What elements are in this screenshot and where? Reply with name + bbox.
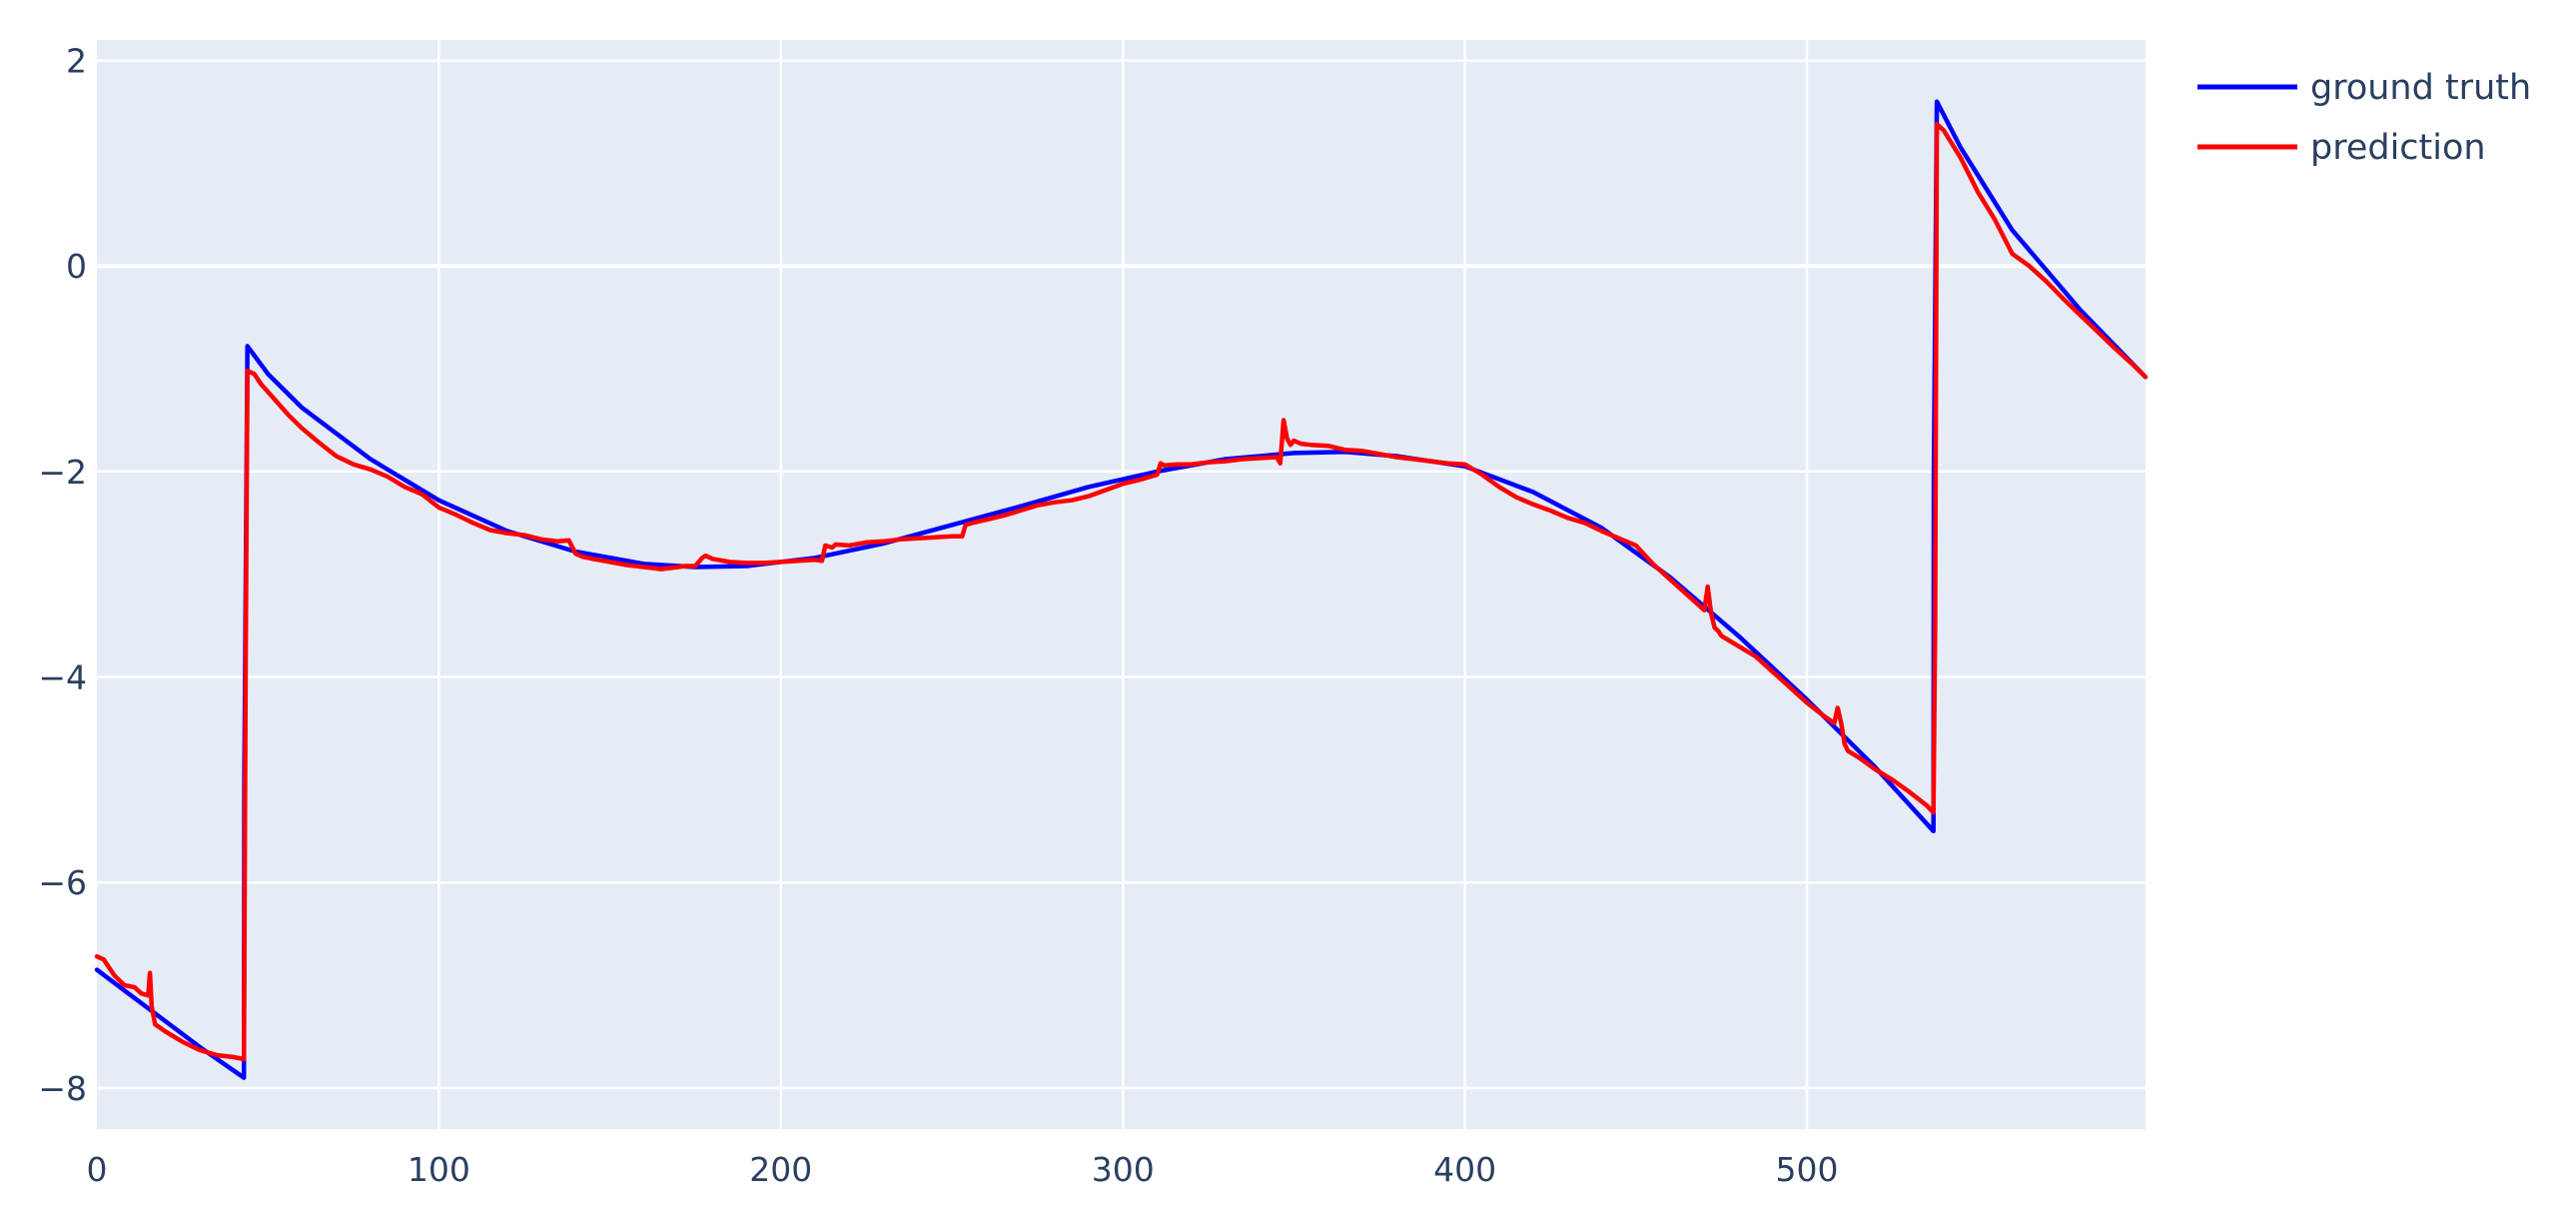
axis-tick-labels: 0 100 200 300 400 500 2 0 −2 −4 −6 −8 <box>38 42 1838 1189</box>
legend-label: prediction <box>2310 128 2486 168</box>
plot-background <box>97 40 2146 1129</box>
grid-lines <box>97 40 2146 1129</box>
x-tick-label: 200 <box>749 1150 812 1189</box>
y-tick-label: −4 <box>38 658 87 697</box>
x-tick-label: 0 <box>87 1150 108 1189</box>
y-tick-label: −6 <box>38 863 87 902</box>
x-tick-label: 500 <box>1776 1150 1839 1189</box>
x-tick-label: 400 <box>1433 1150 1496 1189</box>
y-tick-label: −8 <box>38 1069 87 1108</box>
series-line-prediction <box>94 122 2148 1062</box>
y-tick-label: −2 <box>38 453 87 492</box>
legend-label: ground truth <box>2310 68 2531 108</box>
legend[interactable]: ground truth prediction <box>2197 68 2531 168</box>
legend-item-prediction[interactable]: prediction <box>2197 128 2486 168</box>
series-lines <box>94 99 2148 1080</box>
series-line-ground-truth <box>94 99 2148 1080</box>
y-tick-label: 0 <box>66 247 87 286</box>
legend-item-ground-truth[interactable]: ground truth <box>2197 68 2531 108</box>
x-tick-label: 300 <box>1092 1150 1155 1189</box>
x-tick-label: 100 <box>408 1150 470 1189</box>
y-tick-label: 2 <box>66 42 87 81</box>
